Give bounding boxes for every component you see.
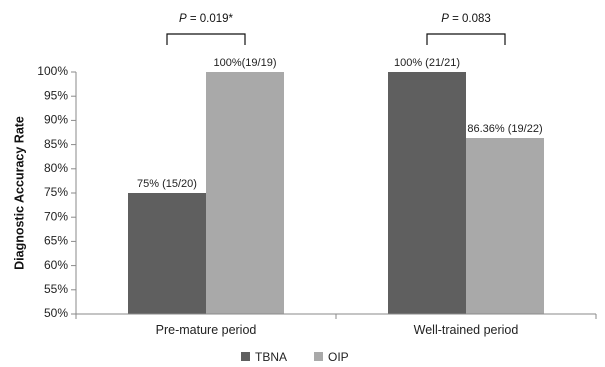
y-tick-label: 80% [44,161,68,175]
y-tick-label: 60% [44,258,68,272]
significance-bracket [426,33,506,45]
y-tick-label: 90% [44,113,68,127]
bar-oip [466,138,544,314]
y-tick-label: 75% [44,185,68,199]
p-value-label: P = 0.019* [179,13,234,25]
p-value-text: = 0.083 [449,13,491,25]
y-tick-label: 70% [44,209,68,223]
y-tick-label: 55% [44,282,68,296]
bar-tbna [388,72,466,314]
x-axis: Pre-mature period Well-trained period [75,313,597,337]
significance-bracket [166,33,246,45]
p-symbol: P [179,13,187,25]
data-label: 75% (15/20) [137,178,197,190]
x-tick-label: Well-trained period [414,323,519,337]
bars [128,72,544,314]
legend-swatch-oip [314,352,323,361]
data-label: 86.36% (19/22) [467,123,542,135]
p-symbol: P [441,13,449,25]
p-value-text: = 0.019* [187,13,234,25]
legend-label-oip: OIP [328,350,349,364]
bar-oip [206,72,284,314]
legend: TBNA OIP [241,350,349,364]
y-tick-label: 95% [44,88,68,102]
significance-brackets: P = 0.019* P = 0.083 [166,13,506,45]
data-label: 100%(19/19) [214,57,277,69]
x-tick-label: Pre-mature period [156,323,257,337]
y-tick-label: 100% [37,64,68,78]
bar-tbna [128,193,206,314]
legend-swatch-tbna [241,352,250,361]
legend-label-tbna: TBNA [255,350,287,364]
y-axis-label: Diagnostic Accuracy Rate [12,116,26,270]
y-axis: 50% 55% 60% 65% 70% 75% 80% 85% 90% 95% 100% [37,64,77,320]
y-tick-label: 65% [44,234,68,248]
y-tick-label: 85% [44,137,68,151]
data-labels: 75% (15/20) 100%(19/19) 100% (21/21) 86.36%… [137,57,543,190]
p-value-label: P = 0.083 [441,13,491,25]
y-tick-label: 50% [44,306,68,320]
data-label: 100% (21/21) [394,57,460,69]
